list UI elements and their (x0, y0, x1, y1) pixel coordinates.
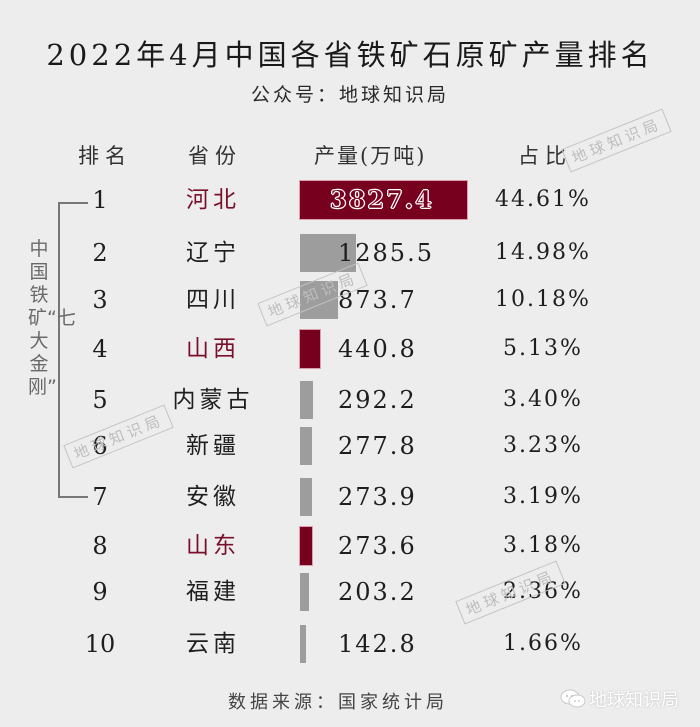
rank: 2 (92, 239, 108, 267)
rank: 5 (92, 386, 108, 414)
production-bar (300, 234, 356, 272)
header-production: 产量(万吨) (314, 144, 427, 168)
table-row: 7 安徽 273.9 3.19% (0, 478, 700, 516)
province: 四川 (186, 287, 240, 313)
production-value: 440.8 (338, 335, 417, 363)
province: 云南 (186, 631, 240, 657)
province: 福建 (186, 579, 240, 605)
table-row: 1 河北 3827.4 44.61% (0, 181, 700, 219)
table-row: 9 福建 203.2 2.36% (0, 573, 700, 611)
header-province: 省份 (188, 144, 242, 168)
share-value: 3.18% (503, 533, 583, 558)
share-value: 2.36% (503, 579, 583, 604)
production-value: 273.6 (338, 532, 417, 560)
corner-watermark: 地球知识局 (560, 686, 679, 712)
table-row: 2 辽宁 1285.5 14.98% (0, 234, 700, 272)
bracket-line (58, 202, 60, 498)
wechat-icon (560, 689, 586, 708)
production-bar (300, 330, 320, 368)
share-value: 3.23% (503, 433, 583, 458)
share-value: 3.40% (503, 387, 583, 412)
rank: 9 (92, 578, 108, 606)
province: 内蒙古 (172, 387, 254, 413)
share-value: 44.61% (495, 187, 591, 212)
table-row: 6 新疆 277.8 3.23% (0, 427, 700, 465)
province: 河北 (186, 187, 240, 213)
production-bar (300, 281, 338, 319)
corner-watermark-text: 地球知识局 (589, 690, 679, 711)
header-rank: 排名 (78, 144, 132, 168)
province: 安徽 (186, 484, 240, 510)
share-value: 10.18% (495, 287, 591, 312)
rank: 3 (92, 286, 108, 314)
header-share: 占比 (518, 144, 572, 168)
share-value: 1.66% (503, 631, 583, 656)
data-source: 数据来源：国家统计局 (228, 692, 448, 713)
production-bar (300, 427, 312, 465)
chart-title: 2022年4月中国各省铁矿石原矿产量排名 (46, 38, 654, 72)
production-value: 873.7 (338, 286, 417, 314)
production-bar (300, 527, 312, 565)
rank: 4 (92, 335, 108, 363)
bracket-bottom-tick (58, 496, 88, 498)
province: 辽宁 (186, 240, 240, 266)
production-bar (300, 573, 309, 611)
production-value: 3827.4 (330, 185, 434, 215)
rank: 1 (92, 186, 108, 214)
production-value: 1285.5 (338, 239, 434, 267)
chart-subtitle: 公众号：地球知识局 (250, 84, 449, 106)
production-bar (300, 381, 313, 419)
production-value: 203.2 (338, 578, 417, 606)
share-value: 5.13% (503, 336, 583, 361)
province: 山西 (186, 336, 240, 362)
province: 新疆 (186, 433, 240, 459)
rank: 10 (84, 630, 116, 658)
rank: 8 (92, 532, 108, 560)
table-row: 8 山东 273.6 3.18% (0, 527, 700, 565)
rank: 6 (92, 432, 108, 460)
production-bar (300, 625, 306, 663)
production-value: 292.2 (338, 386, 417, 414)
production-value: 277.8 (338, 432, 417, 460)
production-value: 273.9 (338, 483, 417, 511)
production-value: 142.8 (338, 630, 417, 658)
share-value: 14.98% (495, 240, 591, 265)
table-row: 3 四川 873.7 10.18% (0, 281, 700, 319)
bracket-top-tick (58, 202, 88, 204)
table-row: 4 山西 440.8 5.13% (0, 330, 700, 368)
table-row: 5 内蒙古 292.2 3.40% (0, 381, 700, 419)
production-bar (300, 181, 467, 219)
table-row: 10 云南 142.8 1.66% (0, 625, 700, 663)
share-value: 3.19% (503, 484, 583, 509)
production-bar (300, 478, 312, 516)
watermark-stamp: 地球知识局 (561, 108, 672, 173)
rank: 7 (92, 483, 108, 511)
province: 山东 (186, 533, 240, 559)
